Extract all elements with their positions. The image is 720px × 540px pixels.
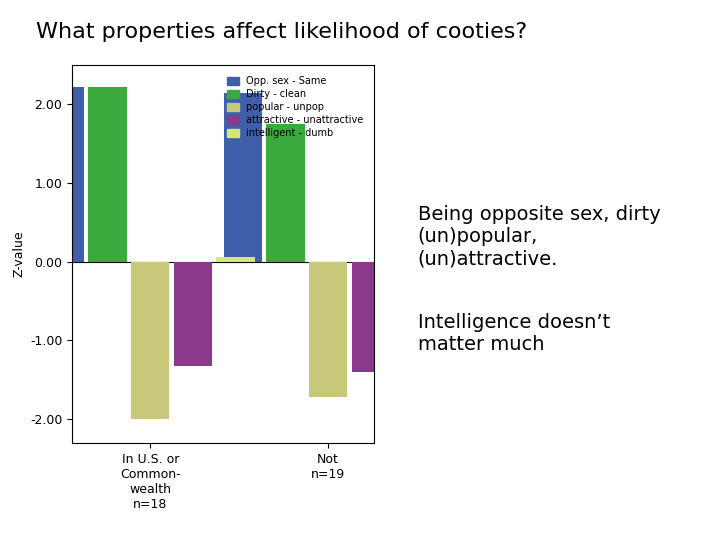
Bar [174, 262, 212, 366]
Y-axis label: Z-value: Z-value [13, 231, 26, 277]
Text: What properties affect likelihood of cooties?: What properties affect likelihood of coo… [36, 22, 527, 42]
Legend: Opp. sex - Same, Dirty - clean, popular - unpop, attractive - unattractive, inte: Opp. sex - Same, Dirty - clean, popular … [224, 73, 366, 141]
Text: Intelligence doesn’t
matter much: Intelligence doesn’t matter much [418, 313, 610, 354]
Bar [45, 87, 84, 262]
Bar [395, 262, 433, 301]
Bar [89, 87, 127, 262]
Text: Being opposite sex, dirty
(un)popular,
(un)attractive.: Being opposite sex, dirty (un)popular, (… [418, 205, 660, 268]
Bar [266, 124, 305, 262]
Bar [223, 93, 262, 262]
Bar [351, 262, 390, 372]
Bar [217, 257, 255, 262]
Bar [309, 262, 347, 397]
Bar [131, 262, 169, 419]
